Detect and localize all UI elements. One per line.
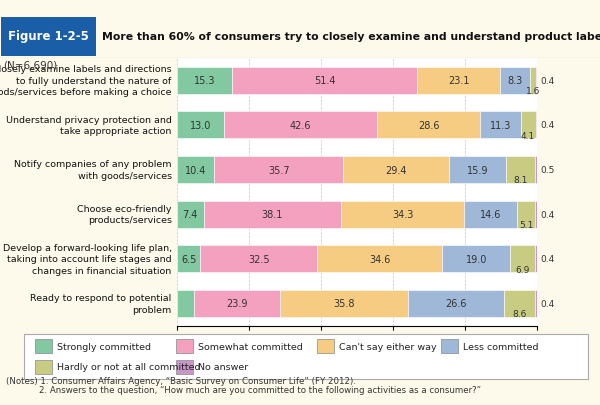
Text: 8.3: 8.3 (508, 76, 523, 86)
Bar (442, 246, 511, 273)
Text: (%): (%) (519, 353, 537, 363)
Bar (35, 360, 52, 374)
Bar (464, 201, 517, 228)
Text: No answer: No answer (198, 362, 248, 371)
Bar (535, 157, 537, 183)
Text: 1.6: 1.6 (526, 87, 540, 96)
Text: Strongly committed: Strongly committed (57, 342, 151, 351)
Text: 35.7: 35.7 (268, 165, 290, 175)
Text: 14.6: 14.6 (480, 210, 501, 220)
Bar (232, 68, 417, 94)
Text: 8.1: 8.1 (514, 176, 528, 185)
Bar (409, 290, 504, 317)
Bar (506, 157, 535, 183)
Bar (177, 290, 194, 317)
Bar (177, 112, 224, 139)
Text: 51.4: 51.4 (314, 76, 335, 86)
Text: 11.3: 11.3 (490, 121, 511, 130)
Bar (194, 290, 280, 317)
Text: Hardly or not at all committed: Hardly or not at all committed (57, 362, 200, 371)
Bar (341, 201, 464, 228)
Text: 28.6: 28.6 (418, 121, 439, 130)
Text: 19.0: 19.0 (466, 254, 487, 264)
Text: 15.9: 15.9 (467, 165, 488, 175)
Text: (N=6,690): (N=6,690) (3, 61, 57, 71)
Text: Understand privacy protection and
take appropriate action: Understand privacy protection and take a… (6, 115, 172, 136)
Text: 32.5: 32.5 (248, 254, 270, 264)
Text: 5.1: 5.1 (519, 220, 533, 229)
Bar (500, 68, 530, 94)
Bar (521, 112, 536, 139)
Text: 13.0: 13.0 (190, 121, 211, 130)
Text: 7.4: 7.4 (182, 210, 198, 220)
Bar (177, 201, 203, 228)
Text: 4.1: 4.1 (521, 131, 535, 140)
Bar (535, 201, 536, 228)
Text: Choose eco-friendly
products/services: Choose eco-friendly products/services (77, 205, 172, 225)
Bar (504, 290, 535, 317)
Text: 15.3: 15.3 (194, 76, 215, 86)
Text: 8.6: 8.6 (512, 309, 527, 318)
Text: 0.4: 0.4 (541, 77, 555, 85)
Bar (343, 157, 449, 183)
Text: 42.6: 42.6 (290, 121, 311, 130)
Text: 34.6: 34.6 (369, 254, 391, 264)
Bar (536, 68, 538, 94)
Text: 0.4: 0.4 (541, 121, 555, 130)
Bar (449, 157, 506, 183)
Bar (480, 112, 521, 139)
Bar (535, 246, 536, 273)
Text: Develop a forward-looking life plan,
taking into account life stages and
changes: Develop a forward-looking life plan, tak… (2, 243, 172, 275)
Bar (177, 68, 232, 94)
Text: Ready to respond to potential
problem: Ready to respond to potential problem (31, 294, 172, 314)
Bar (377, 112, 480, 139)
Text: 23.1: 23.1 (448, 76, 469, 86)
Text: (Notes) 1. Consumer Affairs Agency, “Basic Survey on Consumer Life” (FY 2012).: (Notes) 1. Consumer Affairs Agency, “Bas… (6, 376, 356, 385)
Text: More than 60% of consumers try to closely examine and understand product labels : More than 60% of consumers try to closel… (102, 32, 600, 42)
Text: 0.4: 0.4 (541, 299, 555, 308)
Text: Closely examine labels and directions
to fully understand the nature of
goods/se: Closely examine labels and directions to… (0, 65, 172, 97)
Bar (536, 112, 537, 139)
Text: 6.5: 6.5 (181, 254, 196, 264)
Bar (511, 246, 535, 273)
Bar (176, 339, 193, 353)
Text: 34.3: 34.3 (392, 210, 413, 220)
Text: 35.8: 35.8 (333, 299, 355, 309)
Text: 10.4: 10.4 (185, 165, 206, 175)
Bar (176, 360, 193, 374)
Bar (177, 157, 214, 183)
Bar (35, 339, 52, 353)
Bar (530, 68, 536, 94)
Bar (317, 339, 334, 353)
Text: 29.4: 29.4 (385, 165, 407, 175)
Bar (417, 68, 500, 94)
Bar (280, 290, 409, 317)
Bar (442, 339, 458, 353)
Text: 0.4: 0.4 (541, 255, 555, 264)
Bar (203, 201, 341, 228)
Bar (1, 18, 96, 57)
Text: Figure 1-2-5: Figure 1-2-5 (8, 30, 88, 43)
Text: Somewhat committed: Somewhat committed (198, 342, 302, 351)
Bar (317, 246, 442, 273)
Bar (535, 290, 536, 317)
Bar (214, 157, 343, 183)
Text: Can't say either way: Can't say either way (339, 342, 436, 351)
Text: Notify companies of any problem
with goods/services: Notify companies of any problem with goo… (14, 160, 172, 180)
Text: 2. Answers to the question, “How much are you committed to the following activit: 2. Answers to the question, “How much ar… (6, 385, 481, 394)
Text: 38.1: 38.1 (262, 210, 283, 220)
Text: 26.6: 26.6 (446, 299, 467, 309)
Bar (177, 246, 200, 273)
Text: Less committed: Less committed (463, 342, 538, 351)
Bar (224, 112, 377, 139)
Text: 6.9: 6.9 (515, 265, 530, 274)
Bar (517, 201, 535, 228)
Text: 0.5: 0.5 (541, 166, 555, 175)
Bar (200, 246, 317, 273)
Text: 0.4: 0.4 (541, 210, 555, 219)
Text: 23.9: 23.9 (226, 299, 247, 309)
